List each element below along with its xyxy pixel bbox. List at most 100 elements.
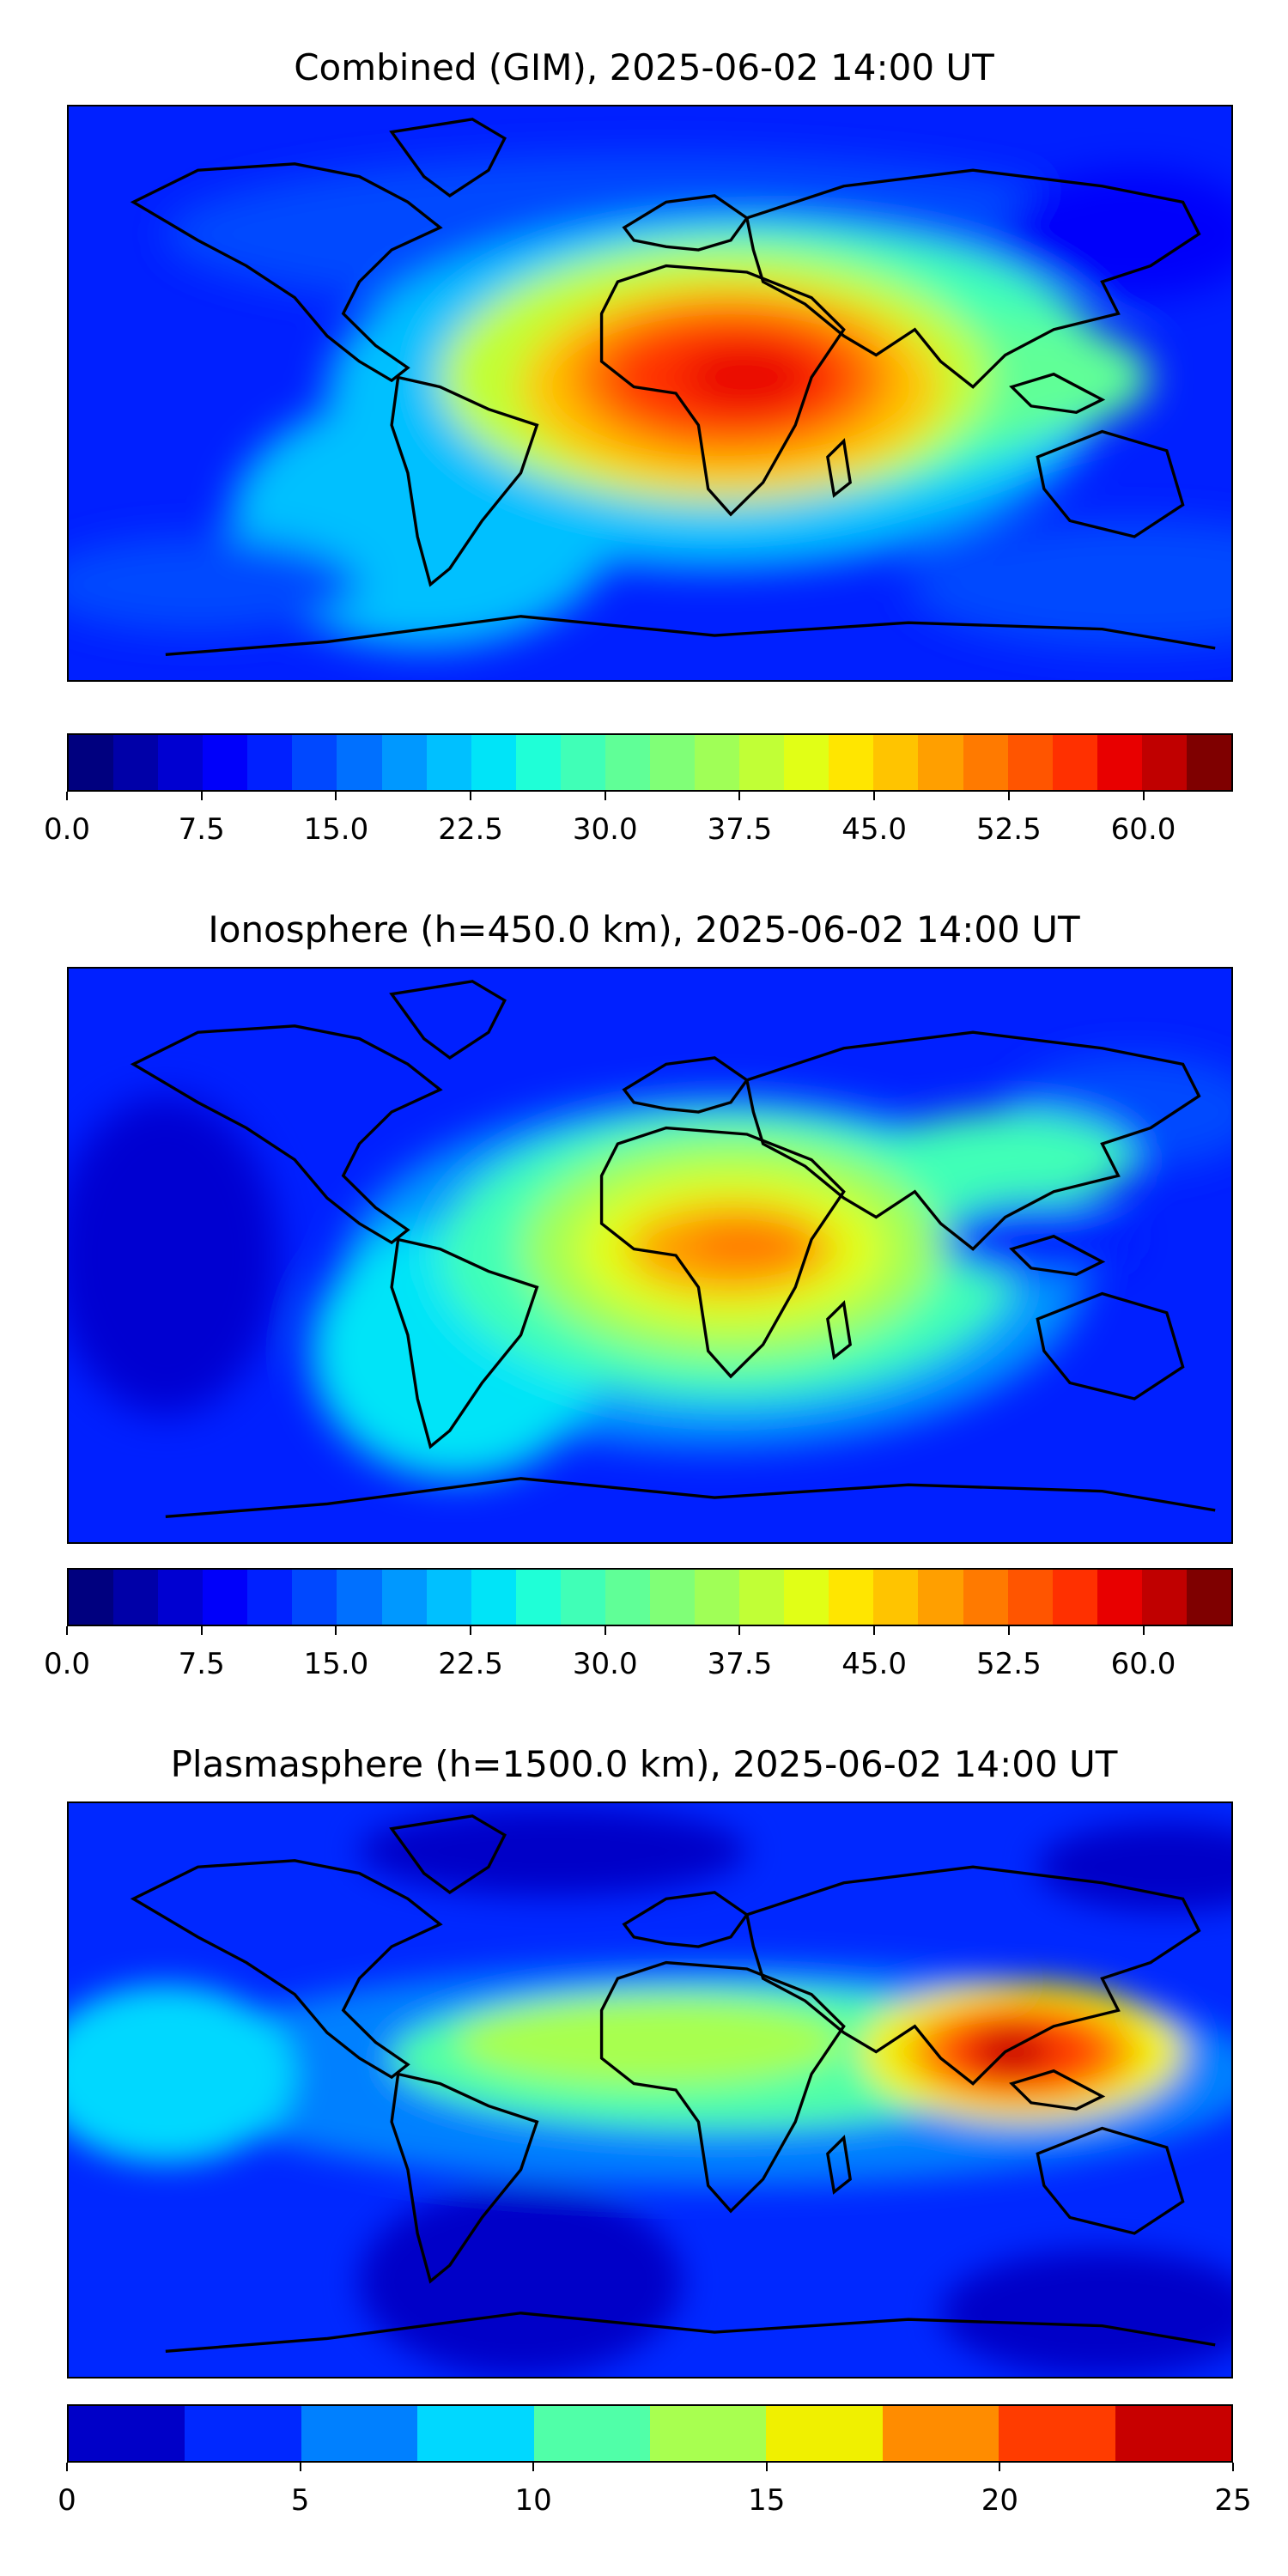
colorbar-tick-label: 60.0: [1110, 812, 1176, 847]
colorbar-segment: [918, 1570, 963, 1625]
colorbar-segment: [203, 1570, 248, 1625]
colorbar-tick-label: 15: [748, 2483, 786, 2518]
colorbar-segment: [605, 1570, 651, 1625]
colorbar-segment: [1052, 1570, 1097, 1625]
panel-2-coastlines: [130, 980, 1216, 1518]
colorbar-segment: [695, 735, 740, 790]
colorbar-segment: [560, 1570, 605, 1625]
colorbar-tick-mark: [1142, 792, 1145, 800]
panel-2-tec-map: [69, 969, 1231, 1542]
colorbar-tick-label: 5: [290, 2483, 310, 2518]
colorbar-segment: [784, 1570, 829, 1625]
colorbar-segment: [650, 2406, 767, 2461]
colorbar-segment: [1007, 1570, 1053, 1625]
panel-3-title: Plasmasphere (h=1500.0 km), 2025-06-02 1…: [170, 1743, 1118, 1785]
colorbar-segment: [1097, 735, 1142, 790]
colorbar-tick-mark: [738, 1626, 741, 1635]
colorbar-segment: [247, 735, 293, 790]
colorbar-tick-label: 0.0: [43, 812, 91, 847]
colorbar-segment: [203, 735, 248, 790]
colorbar-tick-label: 30.0: [572, 1647, 638, 1681]
colorbar-tick-label: 0.0: [43, 1647, 91, 1681]
colorbar-segment: [426, 1570, 471, 1625]
colorbar-segment: [1115, 2406, 1232, 2461]
colorbar-tick-label: 45.0: [841, 812, 907, 847]
colorbar-segment: [158, 1570, 204, 1625]
colorbar-segment: [873, 1570, 919, 1625]
colorbar-segment: [381, 1570, 427, 1625]
colorbar-segment: [515, 735, 561, 790]
colorbar-segment: [292, 735, 337, 790]
colorbar-tick-mark: [765, 2463, 768, 2471]
colorbar-segment: [1052, 735, 1097, 790]
colorbar-segment: [426, 735, 471, 790]
colorbar-segment: [417, 2406, 534, 2461]
colorbar-tick-label: 10: [514, 2483, 552, 2518]
colorbar-segment: [69, 2406, 185, 2461]
panel-2-colorbar: [67, 1568, 1233, 1626]
colorbar-segment: [829, 735, 874, 790]
colorbar-segment: [784, 735, 829, 790]
colorbar-segment: [1186, 735, 1232, 790]
colorbar-tick-label: 15.0: [303, 1647, 369, 1681]
colorbar-segment: [739, 1570, 785, 1625]
colorbar-tick-mark: [604, 792, 606, 800]
colorbar-segment: [113, 1570, 159, 1625]
colorbar-segment: [963, 1570, 1008, 1625]
panel-1-colorbar-ticks: 0.0 7.5 15.0 22.5 30.0 37.5 45.0 52.5 60.0: [44, 792, 1233, 847]
colorbar-tick-mark: [1142, 1626, 1145, 1635]
colorbar-tick-mark: [335, 1626, 337, 1635]
colorbar-segment: [829, 1570, 874, 1625]
colorbar-tick-mark: [299, 2463, 301, 2471]
colorbar-segment: [515, 1570, 561, 1625]
colorbar-tick-label: 20: [981, 2483, 1019, 2518]
colorbar-segment: [69, 735, 114, 790]
colorbar-tick-label: 30.0: [572, 812, 638, 847]
colorbar-segment: [533, 2406, 651, 2461]
colorbar-tick-label: 7.5: [178, 812, 225, 847]
colorbar-tick-mark: [738, 792, 741, 800]
panel-2-colorbar-ticks: 0.0 7.5 15.0 22.5 30.0 37.5 45.0 52.5 60.0: [44, 1626, 1233, 1681]
colorbar-segment: [650, 1570, 696, 1625]
colorbar-segment: [247, 1570, 293, 1625]
panel-3-coastlines: [130, 1814, 1216, 2353]
colorbar-segment: [1007, 735, 1053, 790]
colorbar-tick-mark: [66, 1626, 68, 1635]
panel-2-title: Ionosphere (h=450.0 km), 2025-06-02 14:0…: [208, 908, 1080, 951]
colorbar-tick-mark: [470, 1626, 472, 1635]
colorbar-tick-mark: [1007, 792, 1010, 800]
panel-3-colorbar-ticks: 0 5 10 15 20 25: [58, 2463, 1252, 2518]
panel-2-map: [67, 967, 1233, 1544]
colorbar-tick-label: 52.5: [975, 1647, 1042, 1681]
colorbar-tick-mark: [200, 792, 203, 800]
colorbar-tick-mark: [873, 1626, 876, 1635]
panel-1-map: [67, 105, 1233, 682]
colorbar-segment: [918, 735, 963, 790]
colorbar-tick-mark: [604, 1626, 606, 1635]
panel-1-tec-map: [69, 106, 1231, 680]
colorbar-tick-mark: [200, 1626, 203, 1635]
colorbar-tick-mark: [1007, 1626, 1010, 1635]
colorbar-tick-label: 22.5: [438, 1647, 503, 1681]
colorbar-tick-label: 0: [58, 2483, 76, 2518]
colorbar-segment: [185, 2406, 301, 2461]
colorbar-segment: [292, 1570, 337, 1625]
panel-3-colorbar: [67, 2404, 1233, 2463]
colorbar-segment: [337, 1570, 382, 1625]
colorbar-tick-mark: [66, 2463, 68, 2471]
panel-1-colorbar: [67, 733, 1233, 792]
colorbar-segment: [766, 2406, 883, 2461]
colorbar-segment: [695, 1570, 740, 1625]
colorbar-tick-label: 52.5: [975, 812, 1042, 847]
colorbar-segment: [739, 735, 785, 790]
panel-1-title: Combined (GIM), 2025-06-02 14:00 UT: [294, 46, 994, 88]
colorbar-tick-mark: [873, 792, 876, 800]
colorbar-tick-mark: [999, 2463, 1001, 2471]
colorbar-segment: [113, 735, 159, 790]
colorbar-segment: [650, 735, 696, 790]
colorbar-segment: [471, 1570, 516, 1625]
colorbar-tick-mark: [1232, 2463, 1234, 2471]
colorbar-segment: [158, 735, 204, 790]
colorbar-segment: [381, 735, 427, 790]
colorbar-segment: [882, 2406, 999, 2461]
